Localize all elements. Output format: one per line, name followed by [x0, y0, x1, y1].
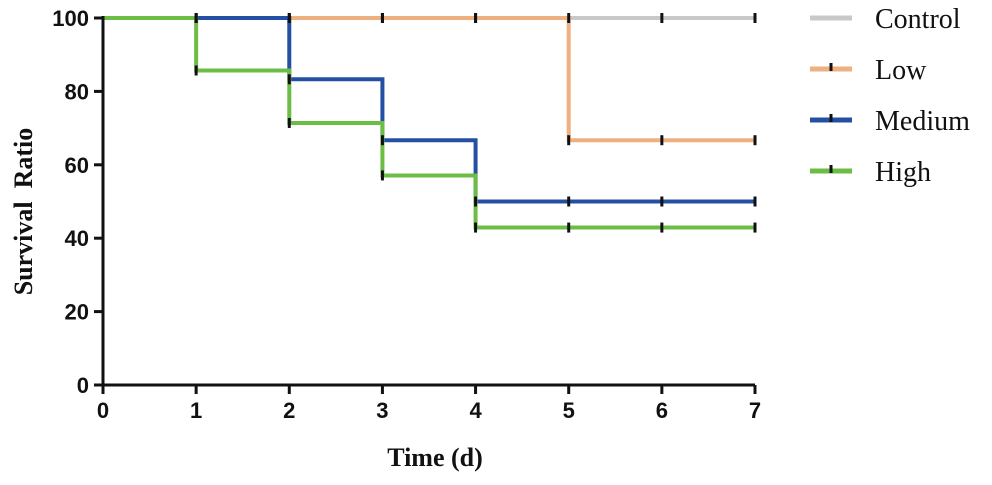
legend-label: Medium: [875, 106, 970, 137]
y-tick-label: 100: [52, 6, 89, 31]
legend-item-low: Low: [810, 55, 927, 86]
y-tick-label: 60: [65, 153, 89, 178]
series-line-low: [103, 16, 755, 143]
y-tick-label: 40: [65, 226, 89, 251]
censor-marks-layer: [194, 13, 757, 233]
legend-label: Control: [875, 4, 961, 35]
y-tick-label: 0: [77, 373, 89, 398]
y-axis-title: Survival Ratio: [9, 128, 38, 296]
legend-label: Low: [875, 55, 927, 86]
legend: Control Low Medium High: [810, 4, 970, 188]
series-layer: [103, 16, 755, 230]
x-tick-label: 0: [97, 398, 109, 423]
y-tick-label: 80: [65, 79, 89, 104]
x-tick-label: 4: [469, 398, 482, 423]
ticks-layer: 0 1 2 3 4 5 6 7 0 20 40 60 80 100: [52, 6, 761, 423]
series-line-high: [103, 16, 755, 230]
legend-item-medium: Medium: [810, 106, 970, 137]
x-tick-label: 1: [190, 398, 202, 423]
x-tick-label: 5: [563, 398, 575, 423]
x-tick-label: 3: [376, 398, 388, 423]
x-axis-title: Time (d): [387, 443, 483, 472]
legend-item-high: High: [810, 157, 931, 188]
y-tick-label: 20: [65, 300, 89, 325]
legend-item-control: Control: [810, 4, 961, 35]
x-tick-label: 6: [656, 398, 668, 423]
x-tick-label: 2: [283, 398, 295, 423]
legend-label: High: [875, 157, 931, 188]
x-tick-label: 7: [749, 398, 761, 423]
